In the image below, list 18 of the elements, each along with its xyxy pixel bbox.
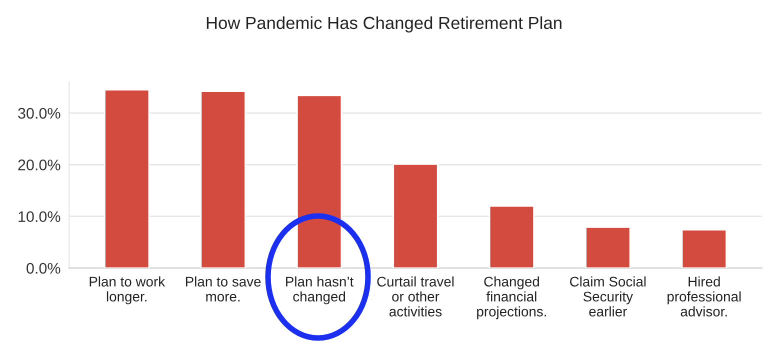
x-tick-label: Hired professional advisor.	[668, 276, 741, 316]
x-tick-label: Changed financial projections.	[477, 276, 546, 320]
y-tick-label: 30.0%	[18, 108, 60, 119]
bar	[585, 226, 631, 268]
x-tick-label: Plan to work longer.	[90, 276, 166, 304]
x-tick-label: Claim Social Security earlier	[570, 276, 646, 316]
y-tick-label: 0.0%	[26, 262, 60, 274]
bar	[104, 89, 150, 268]
y-tick-label: 10.0%	[18, 211, 60, 222]
bar	[488, 205, 535, 268]
x-tick-label: Plan to save more.	[186, 276, 261, 302]
bar	[681, 229, 727, 268]
chart-title: How Pandemic Has Changed Retirement Plan	[206, 16, 562, 33]
bar	[200, 90, 246, 268]
bar	[392, 163, 438, 268]
y-tick-label: 20.0%	[18, 160, 60, 170]
x-tick-label: Plan hasn’t changed	[286, 276, 354, 304]
x-tick-label: Curtail travel or other activities	[377, 276, 454, 316]
